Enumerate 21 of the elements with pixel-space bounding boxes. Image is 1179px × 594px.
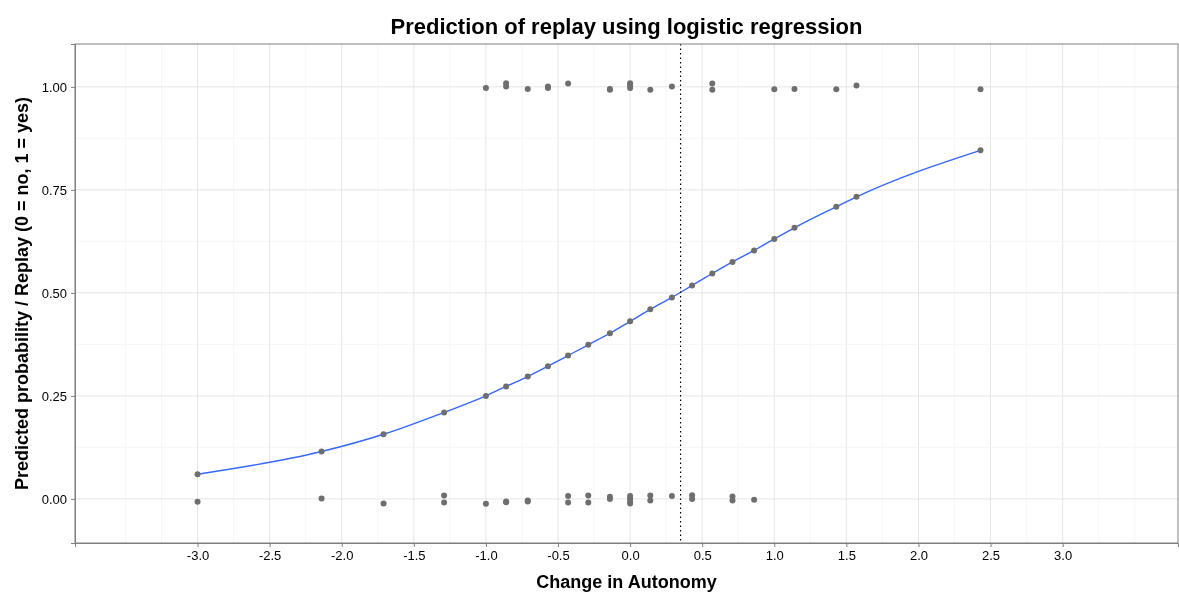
x-tick-label: -2.0: [331, 548, 354, 564]
x-tick-label: -2.5: [258, 548, 282, 564]
y-axis-title: Predicted probability / Replay (0 = no, 1 = yes): [12, 96, 32, 491]
x-tick-label: 1.0: [765, 548, 784, 564]
chart-title: Prediction of replay using logistic regression: [390, 14, 863, 39]
y-tick-label: 0.50: [41, 285, 67, 301]
x-tick-label: -0.5: [547, 548, 570, 564]
x-tick-label: 1.5: [837, 548, 856, 564]
y-tick-label: 0.00: [41, 491, 67, 507]
x-axis-title: Change in Autonomy: [536, 572, 717, 592]
y-tick-label: 0.75: [41, 182, 67, 198]
x-tick-label: 3.0: [1054, 548, 1073, 564]
x-tick-label: 2.5: [982, 548, 1001, 564]
x-tick-label: 2.0: [909, 548, 929, 564]
y-tick-label: 0.25: [41, 388, 67, 404]
x-tick-label: -1.0: [475, 548, 498, 564]
x-tick-label: 0.5: [693, 548, 712, 564]
x-tick-label: -1.5: [403, 548, 426, 564]
x-tick-label: -3.0: [186, 548, 210, 564]
y-tick-label: 1.00: [41, 79, 67, 95]
x-tick-label: 0.0: [621, 548, 640, 564]
